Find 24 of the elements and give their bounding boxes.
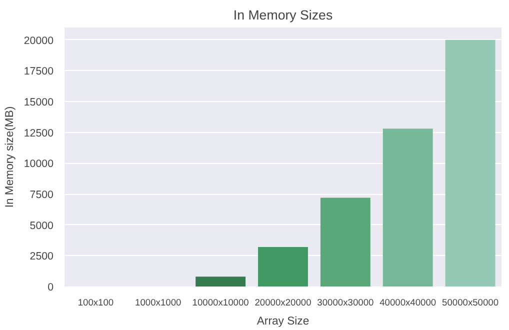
x-tick-label: 100x100 xyxy=(78,298,114,308)
x-tick-label: 30000x30000 xyxy=(317,298,374,308)
y-tick-label: 20000 xyxy=(24,34,54,47)
bar xyxy=(320,198,370,286)
y-tick-label: 17500 xyxy=(24,66,54,78)
y-axis-title: In Memory size(MB) xyxy=(4,106,16,208)
x-tick-label: 50000x50000 xyxy=(442,298,499,308)
y-tick-label: 0 xyxy=(48,282,54,294)
y-tick-label: 2500 xyxy=(30,250,54,263)
bar xyxy=(196,276,246,286)
bar xyxy=(382,128,433,286)
y-tick-label: 10000 xyxy=(24,158,54,170)
x-tick-label: 10000x10000 xyxy=(192,298,249,308)
x-tick-label: 20000x20000 xyxy=(254,298,312,308)
y-tick-label: 12500 xyxy=(24,127,54,140)
x-tick-label: 1000x1000 xyxy=(135,298,182,308)
bar xyxy=(445,40,496,286)
x-axis-title: Array Size xyxy=(256,316,310,328)
chart-title: In Memory Sizes xyxy=(233,8,333,22)
x-tick-label: 40000x40000 xyxy=(380,298,436,308)
y-tick-label: 7500 xyxy=(30,189,54,201)
y-tick-label: 5000 xyxy=(30,220,54,232)
y-tick-label: 15000 xyxy=(24,96,54,108)
bar xyxy=(258,247,308,286)
